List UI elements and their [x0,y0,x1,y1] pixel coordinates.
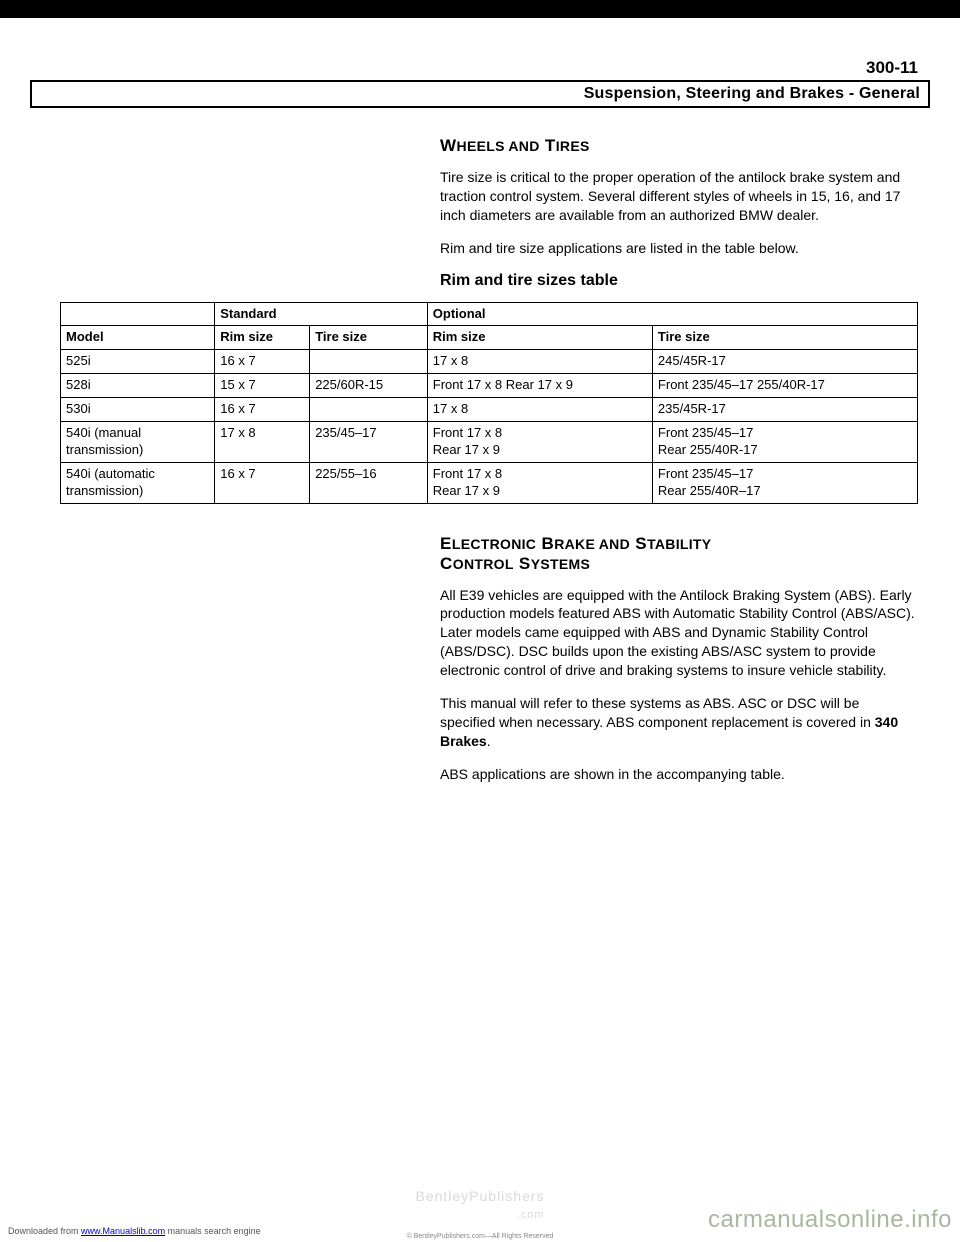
table-header-optional: Optional [427,302,917,326]
cell-model: 540i (manual transmission) [61,422,215,463]
wheels-section: WHEELS AND TIRES Tire size is critical t… [440,136,930,290]
watermark-center-sub: .com [517,1209,545,1221]
heading-text: WHEELS AND TIRES [440,136,590,155]
col-std-tire: Tire size [310,326,428,350]
table-row: 530i 16 x 7 17 x 8 235/45R-17 [61,398,918,422]
cell-std-rim: 15 x 7 [215,374,310,398]
cell-opt-tire: 245/45R-17 [652,350,917,374]
col-opt-rim: Rim size [427,326,652,350]
cell-opt-rim: Front 17 x 8 Rear 17 x 9 [427,374,652,398]
cell-std-tire: 235/45–17 [310,422,428,463]
wheels-para1: Tire size is critical to the proper oper… [440,168,918,225]
cell-std-rim: 16 x 7 [215,462,310,503]
downloaded-post: manuals search engine [165,1226,261,1236]
ebrake-para2: This manual will refer to these systems … [440,694,918,751]
cell-opt-tire: Front 235/45–17Rear 255/40R-17 [652,422,917,463]
cell-std-tire [310,350,428,374]
manualslib-link[interactable]: www.Manualslib.com [81,1226,165,1236]
ebrake-heading: ELECTRONIC BRAKE AND STABILITY CONTROL S… [440,534,918,574]
ebrake-para3: ABS applications are shown in the accomp… [440,765,918,784]
table-header-blank [61,302,215,326]
cell-model: 540i (automatic transmission) [61,462,215,503]
cell-opt-rim: Front 17 x 8Rear 17 x 9 [427,422,652,463]
col-opt-tire: Tire size [652,326,917,350]
cell-opt-tire: Front 235/45–17 255/40R-17 [652,374,917,398]
table-row: 540i (automatic transmission) 16 x 7 225… [61,462,918,503]
cell-opt-tire: Front 235/45–17Rear 255/40R–17 [652,462,917,503]
downloaded-pre: Downloaded from [8,1226,81,1236]
watermark-center: BentleyPublishers .com [415,1188,544,1222]
page-number: 300-11 [30,58,930,78]
page-content: 300-11 Suspension, Steering and Brakes -… [0,18,960,784]
wheels-heading: WHEELS AND TIRES [440,136,918,156]
section-header: Suspension, Steering and Brakes - Genera… [30,80,930,108]
table-header-standard: Standard [215,302,428,326]
col-model: Model [61,326,215,350]
table-group-header-row: Standard Optional [61,302,918,326]
table-row: 528i 15 x 7 225/60R-15 Front 17 x 8 Rear… [61,374,918,398]
watermark-right: carmanualsonline.info [708,1206,952,1234]
ebrake-para1: All E39 vehicles are equipped with the A… [440,586,918,680]
copyright-text: © BentleyPublishers.com—All Rights Reser… [407,1233,554,1240]
watermark-center-text: BentleyPublishers [415,1188,544,1204]
cell-std-rim: 16 x 7 [215,398,310,422]
col-std-rim: Rim size [215,326,310,350]
ebrake-heading-line2: CONTROL SYSTEMS [440,554,918,574]
cell-model: 525i [61,350,215,374]
cell-std-tire: 225/60R-15 [310,374,428,398]
top-black-bar [0,0,960,18]
cell-model: 528i [61,374,215,398]
page-footer: BentleyPublishers .com © BentleyPublishe… [0,1226,960,1242]
cell-opt-rim: 17 x 8 [427,398,652,422]
cell-std-rim: 17 x 8 [215,422,310,463]
para2-pre: This manual will refer to these systems … [440,695,875,730]
para2-post: . [487,733,491,749]
table-row: 540i (manual transmission) 17 x 8 235/45… [61,422,918,463]
cell-opt-rim: Front 17 x 8Rear 17 x 9 [427,462,652,503]
table-row: 525i 16 x 7 17 x 8 245/45R-17 [61,350,918,374]
table-column-header-row: Model Rim size Tire size Rim size Tire s… [61,326,918,350]
cell-model: 530i [61,398,215,422]
ebrake-section: ELECTRONIC BRAKE AND STABILITY CONTROL S… [440,534,930,784]
cell-opt-tire: 235/45R-17 [652,398,917,422]
cell-opt-rim: 17 x 8 [427,350,652,374]
rim-tire-table: Standard Optional Model Rim size Tire si… [60,302,918,504]
table-heading: Rim and tire sizes table [440,272,918,290]
wheels-para2: Rim and tire size applications are liste… [440,239,918,258]
cell-std-tire: 225/55–16 [310,462,428,503]
ebrake-heading-line1: ELECTRONIC BRAKE AND STABILITY [440,534,918,554]
cell-std-rim: 16 x 7 [215,350,310,374]
cell-std-tire [310,398,428,422]
